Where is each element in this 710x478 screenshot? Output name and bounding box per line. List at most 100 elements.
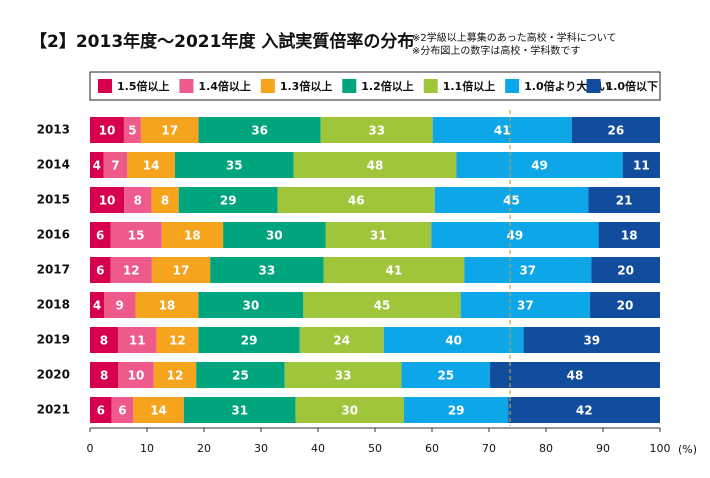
bar-segment <box>403 397 509 423</box>
bar-label: 49 <box>531 159 548 173</box>
bar-label: 35 <box>226 159 243 173</box>
bar-segment <box>156 327 199 353</box>
y-tick-label: 2019 <box>37 333 70 347</box>
bar-label: 30 <box>266 229 283 243</box>
bar-segment <box>323 257 465 283</box>
bar-segment <box>90 222 111 248</box>
bar-segment <box>90 362 119 388</box>
bar-label: 17 <box>173 264 190 278</box>
bar-segment <box>456 152 623 178</box>
bar-label: 17 <box>161 124 178 138</box>
bar-segment <box>153 362 197 388</box>
bar-segment <box>434 187 589 213</box>
bar-segment <box>90 152 104 178</box>
bar-segment <box>135 292 199 318</box>
bar-label: 18 <box>621 229 638 243</box>
bar-segment <box>401 362 491 388</box>
bar-segment <box>299 327 384 353</box>
legend-label: 1.3倍以上 <box>280 79 333 93</box>
bar-segment <box>293 152 457 178</box>
bar-segment <box>198 327 300 353</box>
x-tick-label: 80 <box>539 442 553 455</box>
bar-label: 6 <box>97 404 105 418</box>
legend-swatch <box>342 79 357 93</box>
bar-segment <box>622 152 660 178</box>
bar-label: 30 <box>243 299 260 313</box>
bar-label: 41 <box>386 264 403 278</box>
legend-box <box>89 71 661 101</box>
bar-segment <box>588 187 660 213</box>
legend-swatch <box>98 79 112 93</box>
bar-segment <box>90 397 112 423</box>
bar-segment <box>460 292 591 318</box>
bar-label: 26 <box>608 124 625 138</box>
bar-label: 41 <box>494 124 511 138</box>
bar-label: 45 <box>503 194 520 208</box>
y-tick-label: 2016 <box>37 228 70 242</box>
bar-label: 12 <box>123 264 140 278</box>
bar-label: 18 <box>184 229 201 243</box>
bar-segment <box>90 257 111 283</box>
bar-label: 8 <box>161 194 169 208</box>
bar-label: 46 <box>348 194 365 208</box>
bar-label: 6 <box>118 404 126 418</box>
bar-label: 33 <box>335 369 352 383</box>
bar-label: 14 <box>143 159 160 173</box>
bar-label: 31 <box>231 404 248 418</box>
bar-segment <box>198 117 321 143</box>
x-tick-label: 20 <box>197 442 211 455</box>
bar-label: 8 <box>100 334 108 348</box>
bar-segment <box>508 397 660 423</box>
legend-label: 1.5倍以上 <box>117 79 170 93</box>
bar-label: 37 <box>519 264 536 278</box>
bar-segment <box>117 327 157 353</box>
legend-swatch <box>586 79 601 93</box>
bar-segment <box>111 397 134 423</box>
legend-swatch <box>505 79 520 93</box>
legend-label: 1.1倍以上 <box>443 79 496 93</box>
bar-segment <box>196 362 285 388</box>
bar-label: 48 <box>567 369 584 383</box>
bar-segment <box>123 117 141 143</box>
bar-label: 33 <box>368 124 385 138</box>
y-tick-label: 2014 <box>37 158 70 172</box>
bar-label: 18 <box>159 299 176 313</box>
y-tick-label: 2017 <box>37 263 70 277</box>
bar-segment <box>103 292 136 318</box>
bar-segment <box>178 187 278 213</box>
bar-segment <box>90 117 124 143</box>
bar-segment <box>571 117 660 143</box>
bar-segment <box>151 257 211 283</box>
bar-label: 8 <box>134 194 142 208</box>
y-tick-label: 2020 <box>37 368 70 382</box>
x-unit: (%) <box>678 443 697 456</box>
x-tick-label: 30 <box>254 442 268 455</box>
bar-label: 20 <box>617 264 634 278</box>
bar-segment <box>90 187 125 213</box>
bar-segment <box>303 292 461 318</box>
bar-label: 30 <box>341 404 358 418</box>
bar-segment <box>118 362 154 388</box>
bar-label: 12 <box>169 334 186 348</box>
bar-label: 8 <box>100 369 108 383</box>
y-tick-label: 2021 <box>37 403 70 417</box>
bar-segment <box>103 152 128 178</box>
bar-label: 48 <box>367 159 384 173</box>
bar-segment <box>464 257 592 283</box>
bar-label: 11 <box>633 159 650 173</box>
bar-segment <box>110 222 162 248</box>
x-tick-label: 70 <box>482 442 496 455</box>
bar-segment <box>590 292 660 318</box>
bar-segment <box>174 152 294 178</box>
x-tick-label: 100 <box>650 442 671 455</box>
x-tick-label: 60 <box>425 442 439 455</box>
bar-label: 10 <box>128 369 145 383</box>
y-tick-label: 2018 <box>37 298 70 312</box>
bar-label: 11 <box>129 334 146 348</box>
x-tick-label: 10 <box>140 442 154 455</box>
bar-label: 49 <box>507 229 524 243</box>
legend-label: 1.0倍以下 <box>606 79 659 93</box>
bar-segment <box>295 397 404 423</box>
bar-segment <box>90 292 104 318</box>
